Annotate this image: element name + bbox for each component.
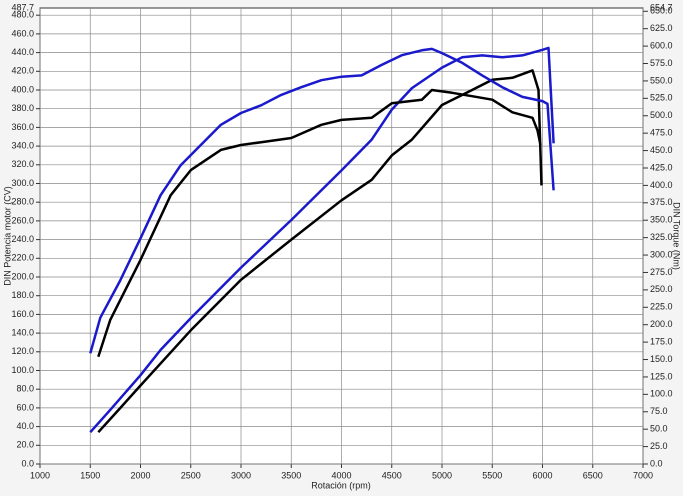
x-tick-label: 6000 [532,470,552,480]
y-tick-label: 480.0 [11,10,34,20]
y-tick-label: 220.0 [11,253,34,263]
y-tick-label: 240.0 [11,234,34,244]
y-tick-label: 340.0 [11,140,34,150]
x-tick-label: 3500 [281,470,301,480]
x-tick-label: 1500 [80,470,100,480]
x-tick-label: 7000 [633,470,653,480]
y-tick-label: 360.0 [11,122,34,132]
y-tick-label: 80.0 [16,384,34,394]
data-line [97,69,543,434]
x-tick-label: 1000 [30,470,50,480]
y-tick-label: 100.0 [11,365,34,375]
data-line [89,47,555,354]
y2-axis-label: DIN Torque (Nm) [672,202,682,270]
y2-tick-label: 250.0 [650,284,673,294]
y2-tick-label: 450.0 [650,145,673,155]
y2-tick-label: 550.0 [650,75,673,85]
y2-max-label: 654.7 [650,2,673,12]
y-tick-label: 200.0 [11,271,34,281]
y-axis-label: DIN Potencia motor (CV) [2,186,12,286]
y-tick-label: 440.0 [11,47,34,57]
y2-tick-label: 600.0 [650,40,673,50]
y2-tick-label: 300.0 [650,249,673,259]
y2-tick-label: 200.0 [650,319,673,329]
y-tick-label: 160.0 [11,309,34,319]
data-line [89,46,555,434]
y-tick-label: 260.0 [11,215,34,225]
y2-tick-label: 0.0 [650,458,663,468]
y-max-label: 487.7 [11,2,34,12]
y-tick-label: 320.0 [11,159,34,169]
x-tick-label: 3000 [231,470,251,480]
y-tick-label: 0.0 [21,458,34,468]
y-tick-label: 300.0 [11,178,34,188]
x-tick-label: 6500 [583,470,603,480]
y-tick-label: 180.0 [11,290,34,300]
y2-tick-label: 50.0 [650,424,668,434]
x-axis-label: Rotación (rpm) [311,480,371,490]
y-tick-label: 400.0 [11,84,34,94]
y2-tick-label: 100.0 [650,389,673,399]
y2-tick-label: 475.0 [650,128,673,138]
y-tick-label: 280.0 [11,197,34,207]
x-tick-label: 5000 [432,470,452,480]
y2-tick-label: 375.0 [650,197,673,207]
data-line [97,88,542,358]
y2-tick-label: 525.0 [650,93,673,103]
y-tick-label: 140.0 [11,327,34,337]
y2-tick-label: 575.0 [650,58,673,68]
y2-tick-label: 75.0 [650,406,668,416]
y-tick-label: 20.0 [16,440,34,450]
y2-tick-label: 175.0 [650,336,673,346]
y2-tick-label: 275.0 [650,267,673,277]
y2-tick-label: 225.0 [650,302,673,312]
y-tick-label: 40.0 [16,421,34,431]
x-tick-label: 5500 [482,470,502,480]
x-tick-label: 4500 [382,470,402,480]
y2-tick-label: 125.0 [650,371,673,381]
y-tick-label: 420.0 [11,66,34,76]
x-tick-label: 4000 [331,470,351,480]
y2-tick-label: 350.0 [650,215,673,225]
y2-tick-label: 25.0 [650,441,668,451]
y-tick-label: 60.0 [16,402,34,412]
y2-tick-label: 625.0 [650,23,673,33]
y2-tick-label: 500.0 [650,110,673,120]
y2-tick-label: 400.0 [650,180,673,190]
y2-tick-label: 650.0 [650,6,673,16]
x-tick-label: 2000 [130,470,150,480]
y-tick-label: 380.0 [11,103,34,113]
y-tick-label: 460.0 [11,28,34,38]
y2-tick-label: 150.0 [650,354,673,364]
y-tick-label: 120.0 [11,346,34,356]
y2-tick-label: 325.0 [650,232,673,242]
x-tick-label: 2500 [181,470,201,480]
y2-tick-label: 425.0 [650,162,673,172]
